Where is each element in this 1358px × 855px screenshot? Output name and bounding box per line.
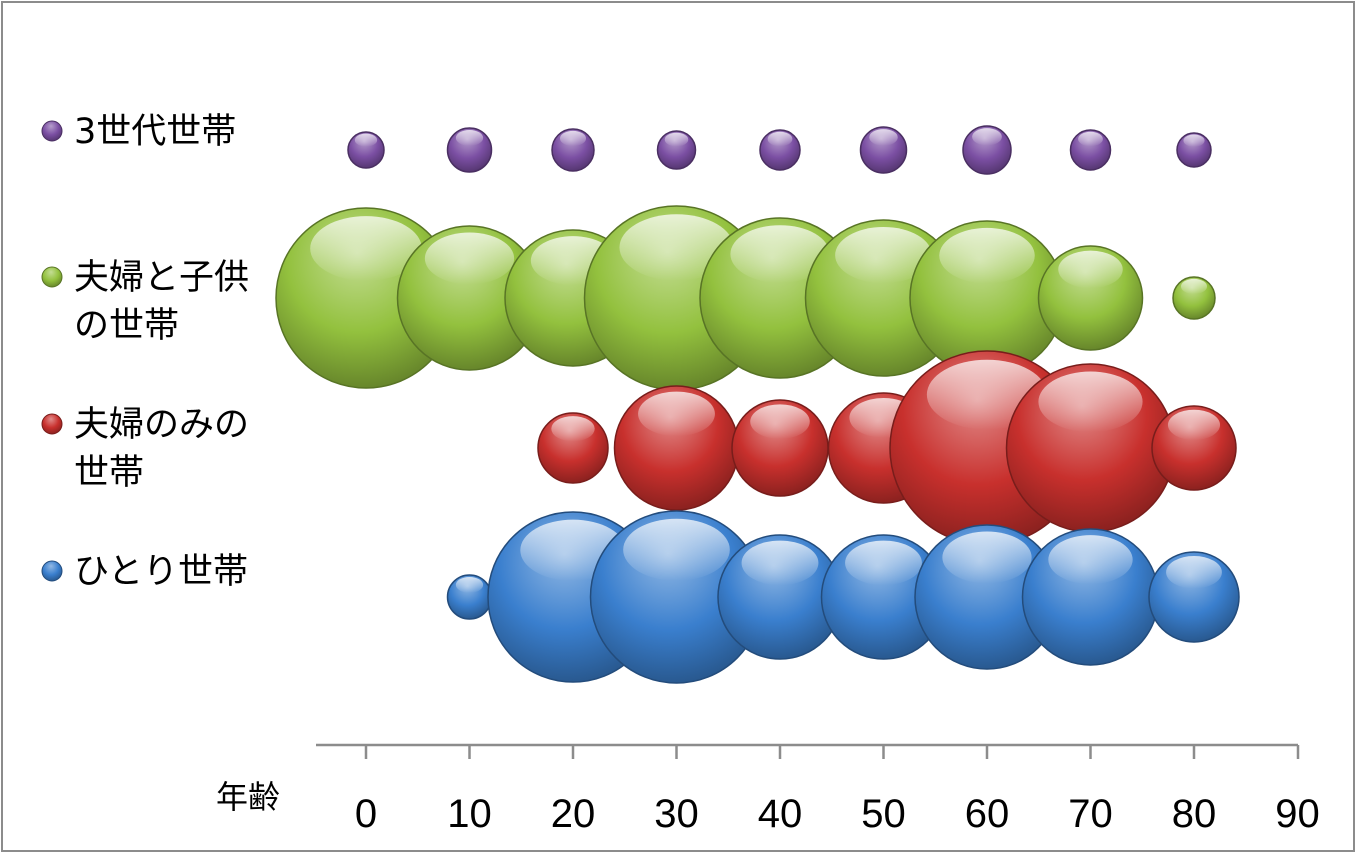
- legend-label: 3世代世帯: [74, 112, 236, 152]
- bubble: [1151, 405, 1237, 491]
- bubble: [347, 131, 385, 169]
- bubble: [613, 385, 740, 511]
- plot-area: [275, 125, 1240, 684]
- legend-label: 夫婦のみの世帯: [74, 405, 249, 493]
- bubble: [859, 126, 908, 174]
- bubble: [1172, 276, 1216, 320]
- legend-marker: [41, 560, 63, 582]
- legend-item: ひとり世帯: [41, 552, 248, 592]
- legend-label: ひとり世帯: [74, 552, 248, 592]
- legend-marker: [41, 120, 63, 142]
- bubble: [446, 574, 493, 620]
- bubble: [1176, 132, 1212, 168]
- bubble: [731, 399, 829, 497]
- x-tick-label: 30: [654, 792, 699, 836]
- series-2: [537, 350, 1237, 546]
- bubble: [551, 128, 595, 172]
- x-tick-label: 10: [447, 792, 492, 836]
- bubble: [1005, 363, 1176, 533]
- x-axis: 0 10 20 30 40 50 60 70 80 90 年齢: [216, 743, 1320, 836]
- legend-label: 夫婦と子供の世帯: [74, 258, 249, 346]
- bubble: [1148, 551, 1240, 643]
- x-tick-label: 50: [861, 792, 906, 836]
- legend-item: 夫婦のみの世帯: [41, 405, 249, 493]
- series-3: [446, 510, 1240, 684]
- bubble: [396, 225, 543, 371]
- bubble: [537, 412, 609, 484]
- legend-marker: [41, 266, 63, 288]
- bubble: [962, 125, 1012, 175]
- x-tick-label: 70: [1068, 792, 1113, 836]
- x-tick-label: 40: [758, 792, 803, 836]
- series-1: [275, 205, 1216, 391]
- series-0: [347, 125, 1212, 175]
- bubble: [909, 220, 1065, 376]
- x-tick-label: 80: [1172, 792, 1217, 836]
- legend-marker: [41, 413, 63, 435]
- x-tick-label: 60: [965, 792, 1010, 836]
- bubble: [717, 534, 843, 660]
- x-tick-label: 20: [551, 792, 596, 836]
- bubble: [1069, 129, 1112, 171]
- bubble: [820, 534, 947, 660]
- bubble: [1021, 528, 1160, 666]
- legend-item: 3世代世帯: [41, 112, 236, 152]
- x-tick-label: 90: [1275, 792, 1320, 836]
- x-tick-label: 0: [355, 792, 377, 836]
- bubble: [446, 127, 493, 173]
- legend-item: 夫婦と子供の世帯: [41, 258, 249, 346]
- bubble: [656, 130, 697, 170]
- bubble: [759, 129, 801, 171]
- bubble: [1037, 245, 1144, 351]
- x-axis-title: 年齢: [216, 778, 280, 816]
